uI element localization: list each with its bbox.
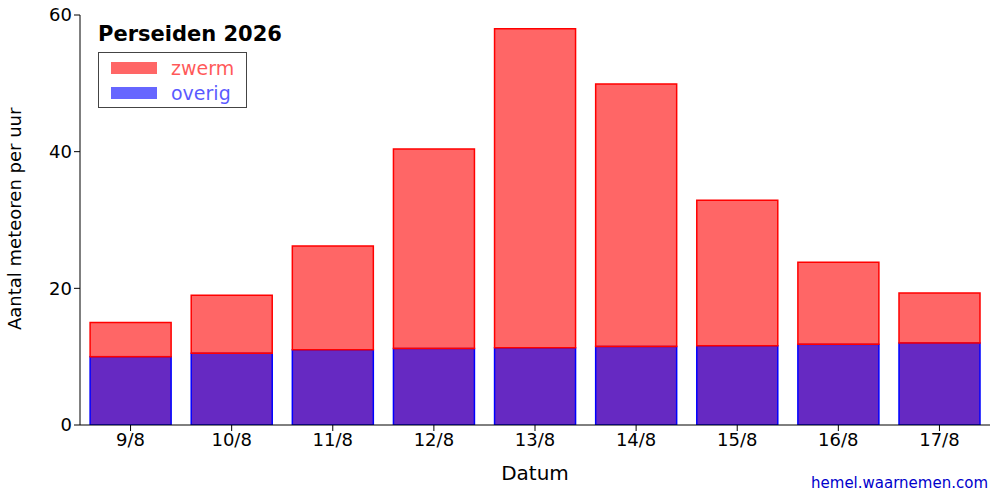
svg-text:20: 20 xyxy=(49,278,72,299)
svg-text:17/8: 17/8 xyxy=(919,429,959,450)
svg-text:13/8: 13/8 xyxy=(515,429,555,450)
svg-text:60: 60 xyxy=(49,4,72,25)
svg-text:0: 0 xyxy=(61,414,72,435)
svg-text:Datum: Datum xyxy=(501,461,569,485)
svg-text:9/8: 9/8 xyxy=(116,429,145,450)
svg-text:15/8: 15/8 xyxy=(717,429,757,450)
svg-text:16/8: 16/8 xyxy=(818,429,858,450)
svg-text:10/8: 10/8 xyxy=(211,429,251,450)
svg-text:Aantal meteoren per uur: Aantal meteoren per uur xyxy=(4,107,25,330)
html-text:Perseiden 2026: Perseiden 2026 xyxy=(98,22,282,46)
html-text:overig: overig xyxy=(171,81,231,104)
svg-text:12/8: 12/8 xyxy=(414,429,454,450)
svg-text:11/8: 11/8 xyxy=(313,429,353,450)
html-text:hemel.waarnemen.com: hemel.waarnemen.com xyxy=(811,474,988,492)
svg-text:40: 40 xyxy=(49,141,72,162)
html-text:zwerm: zwerm xyxy=(171,56,235,79)
svg-text:14/8: 14/8 xyxy=(616,429,656,450)
